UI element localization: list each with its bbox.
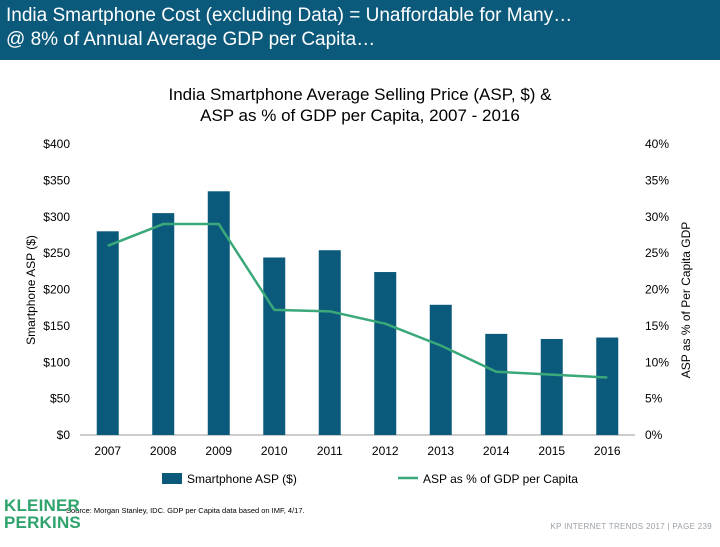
logo-line-2: PERKINS [4, 513, 81, 532]
x-tick-label: 2008 [150, 444, 177, 458]
gdp-share-line [107, 222, 608, 379]
y2-tick-label: 20% [645, 283, 669, 297]
y2-tick-label: 25% [645, 246, 669, 260]
y-tick-label: $100 [43, 355, 70, 369]
y-tick-label: $50 [50, 392, 70, 406]
y2-tick-label: 30% [645, 210, 669, 224]
y-tick-label: $300 [43, 210, 70, 224]
x-tick-label: 2015 [538, 444, 565, 458]
x-tick-label: 2012 [372, 444, 399, 458]
asp-bar [318, 250, 341, 435]
y-axis-title: Smartphone ASP ($) [24, 235, 38, 345]
asp-bar [374, 272, 397, 435]
chart-title-line-1: India Smartphone Average Selling Price (… [168, 85, 552, 104]
asp-bar [540, 338, 563, 435]
x-tick-label: 2014 [483, 444, 510, 458]
slide-header: India Smartphone Cost (excluding Data) =… [0, 0, 720, 60]
x-tick-label: 2016 [594, 444, 621, 458]
y-tick-label: $400 [43, 137, 70, 151]
source-note: Source: Morgan Stanley, IDC. GDP per Cap… [66, 506, 305, 515]
asp-bar [96, 231, 119, 435]
y2-tick-label: 5% [645, 392, 663, 406]
legend-line-label: ASP as % of GDP per Capita [423, 472, 578, 486]
y-tick-label: $350 [43, 173, 70, 187]
y2-tick-label: 35% [645, 173, 669, 187]
chart-title: India Smartphone Average Selling Price (… [0, 84, 720, 126]
kleiner-perkins-logo: KLEINER PERKINS [4, 497, 81, 531]
asp-bar [152, 213, 175, 435]
slide-title-line-1: India Smartphone Cost (excluding Data) =… [6, 5, 573, 26]
y2-tick-label: 15% [645, 319, 669, 333]
asp-bar [263, 257, 286, 435]
y2-tick-label: 0% [645, 428, 663, 442]
asp-bar [485, 333, 508, 435]
legend-bar-label: Smartphone ASP ($) [187, 472, 297, 486]
y-tick-label: $150 [43, 319, 70, 333]
asp-bar [596, 337, 619, 435]
page-footer: KP INTERNET TRENDS 2017 | PAGE 239 [550, 522, 712, 531]
y-tick-label: $0 [57, 428, 71, 442]
y-tick-label: $200 [43, 283, 70, 297]
y-tick-label: $250 [43, 246, 70, 260]
y2-tick-label: 10% [645, 355, 669, 369]
y2-axis-title: ASP as % of Per Capita GDP [679, 222, 693, 379]
x-tick-label: 2011 [317, 444, 343, 458]
legend-bar-swatch [162, 473, 182, 484]
x-tick-label: 2013 [427, 444, 454, 458]
chart-title-line-2: ASP as % of GDP per Capita, 2007 - 2016 [200, 106, 520, 125]
y2-tick-label: 40% [645, 137, 669, 151]
slide-title-line-2: @ 8% of Annual Average GDP per Capita… [6, 29, 376, 50]
logo-line-1: KLEINER [4, 496, 81, 515]
x-tick-label: 2010 [261, 444, 288, 458]
x-tick-label: 2007 [94, 444, 121, 458]
asp-bar [207, 191, 230, 435]
x-tick-label: 2009 [205, 444, 232, 458]
asp-bar [429, 304, 452, 435]
